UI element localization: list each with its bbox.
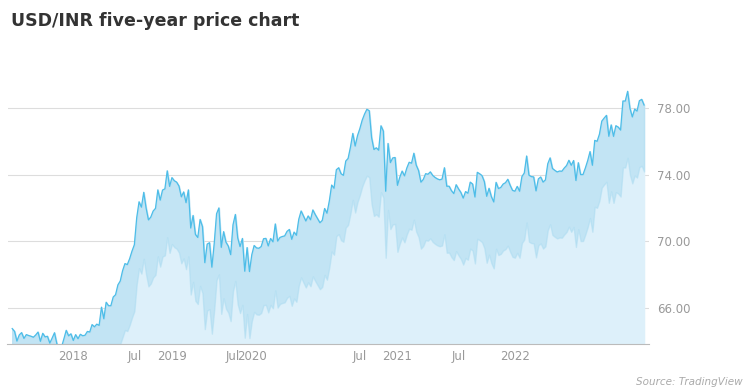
Text: Source: TradingView: Source: TradingView <box>636 377 742 387</box>
Text: USD/INR five-year price chart: USD/INR five-year price chart <box>11 12 299 30</box>
